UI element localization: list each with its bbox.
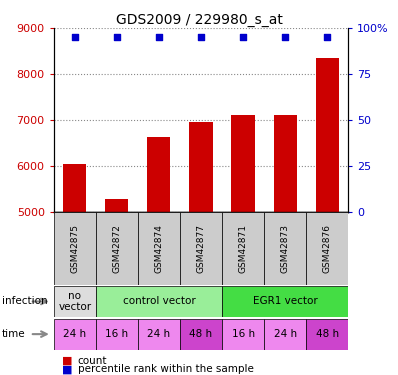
- Point: [198, 34, 204, 40]
- Bar: [273, 116, 297, 212]
- Bar: [96, 212, 138, 285]
- Point: [282, 34, 288, 40]
- Point: [72, 34, 78, 40]
- Text: GDS2009 / 229980_s_at: GDS2009 / 229980_s_at: [115, 13, 283, 27]
- Bar: [54, 212, 96, 285]
- Text: 16 h: 16 h: [232, 329, 255, 339]
- Text: GSM42873: GSM42873: [281, 224, 290, 273]
- Text: GSM42871: GSM42871: [238, 224, 248, 273]
- Point: [240, 34, 246, 40]
- Text: 16 h: 16 h: [105, 329, 129, 339]
- Text: ■: ■: [62, 356, 72, 366]
- Point: [114, 34, 120, 40]
- Text: control vector: control vector: [123, 297, 195, 306]
- Bar: [306, 212, 348, 285]
- Bar: [232, 116, 255, 212]
- Bar: [96, 319, 138, 350]
- Bar: [222, 319, 264, 350]
- Bar: [306, 319, 348, 350]
- Text: 24 h: 24 h: [273, 329, 297, 339]
- Text: 24 h: 24 h: [63, 329, 86, 339]
- Text: count: count: [78, 356, 107, 366]
- Bar: [222, 212, 264, 285]
- Text: 48 h: 48 h: [316, 329, 339, 339]
- Bar: [264, 319, 306, 350]
- Bar: [96, 286, 222, 317]
- Bar: [63, 164, 86, 212]
- Text: ■: ■: [62, 364, 72, 374]
- Bar: [147, 137, 170, 212]
- Bar: [54, 286, 96, 317]
- Text: 48 h: 48 h: [189, 329, 213, 339]
- Text: time: time: [2, 329, 25, 339]
- Text: 24 h: 24 h: [147, 329, 170, 339]
- Bar: [105, 200, 129, 212]
- Text: percentile rank within the sample: percentile rank within the sample: [78, 364, 254, 374]
- Text: no
vector: no vector: [58, 291, 91, 312]
- Text: GSM42876: GSM42876: [323, 224, 332, 273]
- Text: GSM42877: GSM42877: [197, 224, 205, 273]
- Bar: [180, 212, 222, 285]
- Text: GSM42874: GSM42874: [154, 224, 164, 273]
- Bar: [222, 286, 348, 317]
- Point: [156, 34, 162, 40]
- Bar: [189, 122, 213, 212]
- Bar: [138, 319, 180, 350]
- Text: infection: infection: [2, 297, 48, 306]
- Text: GSM42872: GSM42872: [112, 224, 121, 273]
- Bar: [264, 212, 306, 285]
- Point: [324, 34, 330, 40]
- Bar: [180, 319, 222, 350]
- Bar: [54, 319, 96, 350]
- Bar: [316, 58, 339, 212]
- Text: GSM42875: GSM42875: [70, 224, 79, 273]
- Text: EGR1 vector: EGR1 vector: [253, 297, 318, 306]
- Bar: [138, 212, 180, 285]
